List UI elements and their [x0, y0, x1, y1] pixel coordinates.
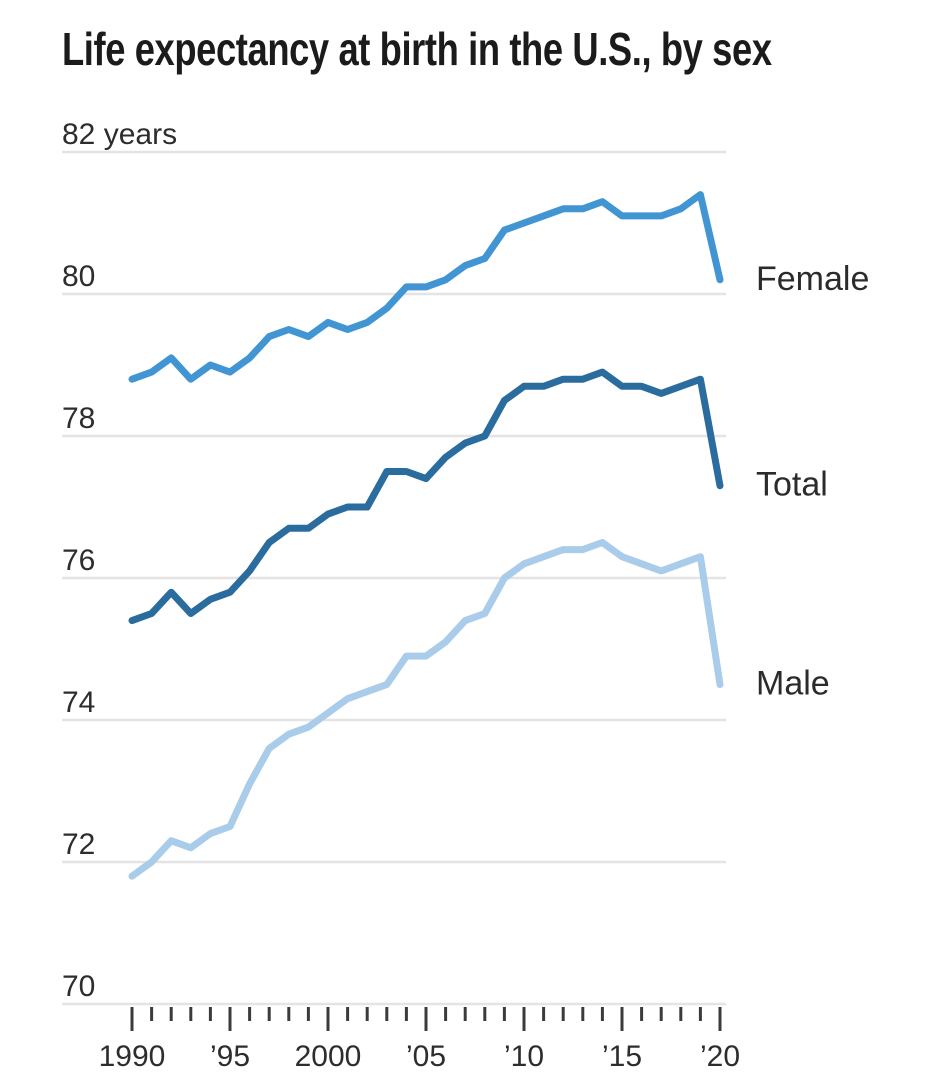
x-axis-label-2000: 2000 [295, 1040, 362, 1073]
line-male [128, 539, 724, 880]
series-label-male: Male [756, 665, 830, 703]
line-total [128, 368, 724, 625]
x-axis-label-2020: ’20 [700, 1040, 740, 1073]
y-axis-label-80: 80 [62, 260, 95, 293]
y-axis-label-82: 82 years [62, 118, 177, 151]
y-axis-label-70: 70 [62, 970, 95, 1003]
line-female [128, 191, 724, 383]
y-axis-label-72: 72 [62, 828, 95, 861]
series-label-total: Total [756, 466, 828, 504]
x-axis-label-2015: ’15 [602, 1040, 642, 1073]
x-axis-label-2010: ’10 [504, 1040, 544, 1073]
series-label-female: Female [756, 260, 869, 298]
x-axis-label-1990: 1990 [99, 1040, 166, 1073]
x-axis-label-1995: ’95 [210, 1040, 250, 1073]
x-axis-label-2005: ’05 [406, 1040, 446, 1073]
y-axis-label-74: 74 [62, 686, 95, 719]
y-axis-label-76: 76 [62, 544, 95, 577]
chart-title: Life expectancy at birth in the U.S., by… [62, 23, 772, 75]
y-axis-label-78: 78 [62, 402, 95, 435]
